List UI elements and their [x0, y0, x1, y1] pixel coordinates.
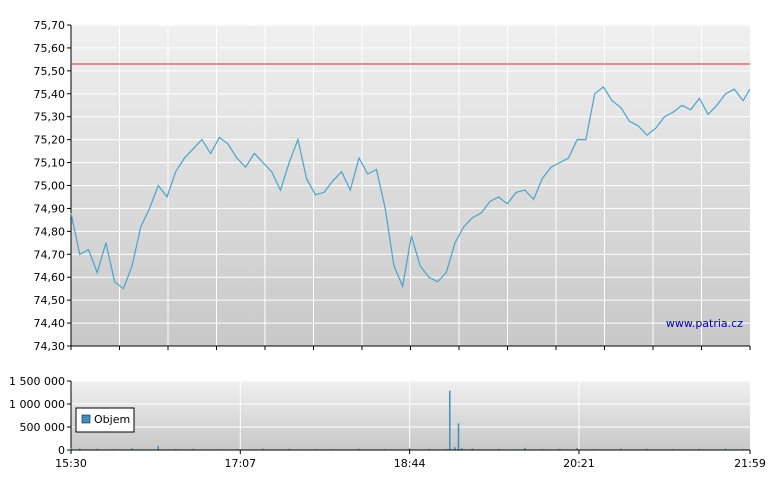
volume-x-tick-label: 18:44: [394, 457, 426, 470]
price-y-tick-label: 74,50: [34, 294, 66, 307]
price-y-tick-label: 74,30: [34, 340, 66, 353]
price-y-tick-label: 74,40: [34, 317, 66, 330]
price-y-tick-label: 75,30: [34, 111, 66, 124]
volume-y-tick-label: 1 000 000: [9, 398, 65, 411]
volume-bar: [408, 448, 411, 450]
price-y-tick-label: 74,90: [34, 202, 66, 215]
price-y-tick-label: 75,20: [34, 134, 66, 147]
price-y-tick-label: 74,70: [34, 248, 66, 261]
price-y-axis: 74,30 74,40 74,50 74,60 74,70 74,80 74,90 75,00…: [34, 19, 72, 353]
volume-panel: 0 500 000 1 000 000 1 500 000 15:30 17:07 18:…: [9, 375, 766, 470]
price-y-tick-label: 74,60: [34, 271, 66, 284]
legend-swatch: [81, 414, 91, 424]
volume-bar: [471, 448, 474, 450]
volume-x-tick-label: 15:30: [55, 457, 87, 470]
volume-bar: [620, 448, 622, 450]
price-grid: [71, 24, 750, 347]
volume-bar: [96, 448, 98, 450]
price-y-tick-label: 74,80: [34, 225, 66, 238]
volume-bar: [524, 447, 526, 450]
price-y-tick-label: 75,00: [34, 180, 66, 193]
volume-x-tick-label: 17:07: [224, 457, 256, 470]
volume-bar: [497, 448, 500, 450]
volume-bar: [724, 448, 727, 450]
volume-bar: [454, 447, 456, 450]
price-panel: 74,30 74,40 74,50 74,60 74,70 74,80 74,90 75,00…: [34, 19, 751, 353]
legend-label: Objem: [94, 413, 130, 426]
price-y-tick-label: 75,60: [34, 42, 66, 55]
volume-bar: [698, 448, 701, 450]
volume-bar: [457, 423, 460, 450]
price-y-tick-label: 75,40: [34, 88, 66, 101]
legend: Objem: [75, 407, 135, 433]
volume-bar: [157, 445, 160, 450]
price-y-tick-label: 75,50: [34, 65, 66, 78]
price-series-line: [70, 86, 751, 290]
volume-bar: [576, 447, 578, 450]
volume-y-tick-label: 1 500 000: [9, 375, 65, 388]
volume-bar: [558, 448, 561, 450]
volume-bar: [358, 448, 360, 450]
volume-bar: [449, 390, 451, 450]
volume-bar: [262, 448, 264, 450]
watermark: www.patria.cz: [666, 317, 743, 330]
volume-bar: [78, 448, 81, 450]
volume-x-tick-label: 21:59: [734, 457, 766, 470]
volume-bar: [428, 448, 430, 450]
price-y-tick-label: 75,70: [34, 19, 66, 32]
volume-x-tick-label: 20:21: [563, 457, 595, 470]
price-x-tick-marks: [70, 345, 751, 350]
volume-bar: [192, 448, 194, 450]
volume-bar: [70, 448, 72, 450]
volume-x-axis: 15:30 17:07 18:44 20:21 21:59: [55, 449, 766, 470]
volume-y-tick-label: 0: [58, 444, 65, 457]
volume-bar: [461, 448, 463, 450]
volume-bar: [288, 448, 290, 450]
volume-bar: [646, 448, 648, 450]
volume-plot-area: [71, 381, 750, 450]
volume-y-axis: 0 500 000 1 000 000 1 500 000: [9, 375, 72, 457]
price-y-tick-label: 75,10: [34, 157, 66, 170]
volume-bar: [131, 448, 133, 450]
volume-y-tick-label: 500 000: [20, 421, 66, 434]
